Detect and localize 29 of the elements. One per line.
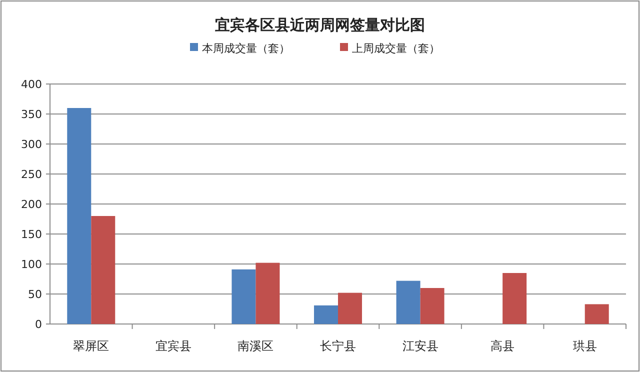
chart-title: 宜宾各区县近两周网签量对比图 — [215, 16, 425, 34]
x-tick-label: 宜宾县 — [155, 339, 192, 353]
bar — [91, 216, 116, 324]
legend-label: 本周成交量（套） — [202, 42, 290, 55]
bar — [584, 304, 609, 324]
bar — [338, 292, 362, 324]
y-tick-label: 350 — [21, 108, 42, 121]
y-tick-label: 200 — [21, 198, 42, 211]
bar — [314, 305, 338, 324]
x-tick-label: 翠屏区 — [73, 339, 110, 353]
y-tick-label: 250 — [21, 168, 42, 181]
y-tick-label: 300 — [21, 138, 42, 151]
bar — [232, 269, 256, 324]
y-tick-label: 100 — [21, 258, 42, 271]
x-tick-label: 长宁县 — [320, 339, 356, 353]
bar — [67, 108, 92, 324]
bar — [502, 273, 527, 324]
legend-label: 上周成交量（套） — [352, 42, 440, 55]
y-tick-label: 400 — [21, 78, 42, 91]
y-tick-label: 150 — [21, 228, 42, 241]
x-tick-label: 珙县 — [572, 339, 597, 353]
bar — [256, 262, 280, 324]
x-tick-label: 高县 — [490, 339, 515, 353]
y-tick-label: 50 — [28, 288, 42, 301]
x-tick-label: 南溪区 — [238, 339, 274, 353]
bar — [396, 280, 420, 324]
y-tick-label: 0 — [35, 318, 42, 331]
bar — [420, 288, 444, 324]
x-tick-label: 江安县 — [402, 339, 438, 353]
